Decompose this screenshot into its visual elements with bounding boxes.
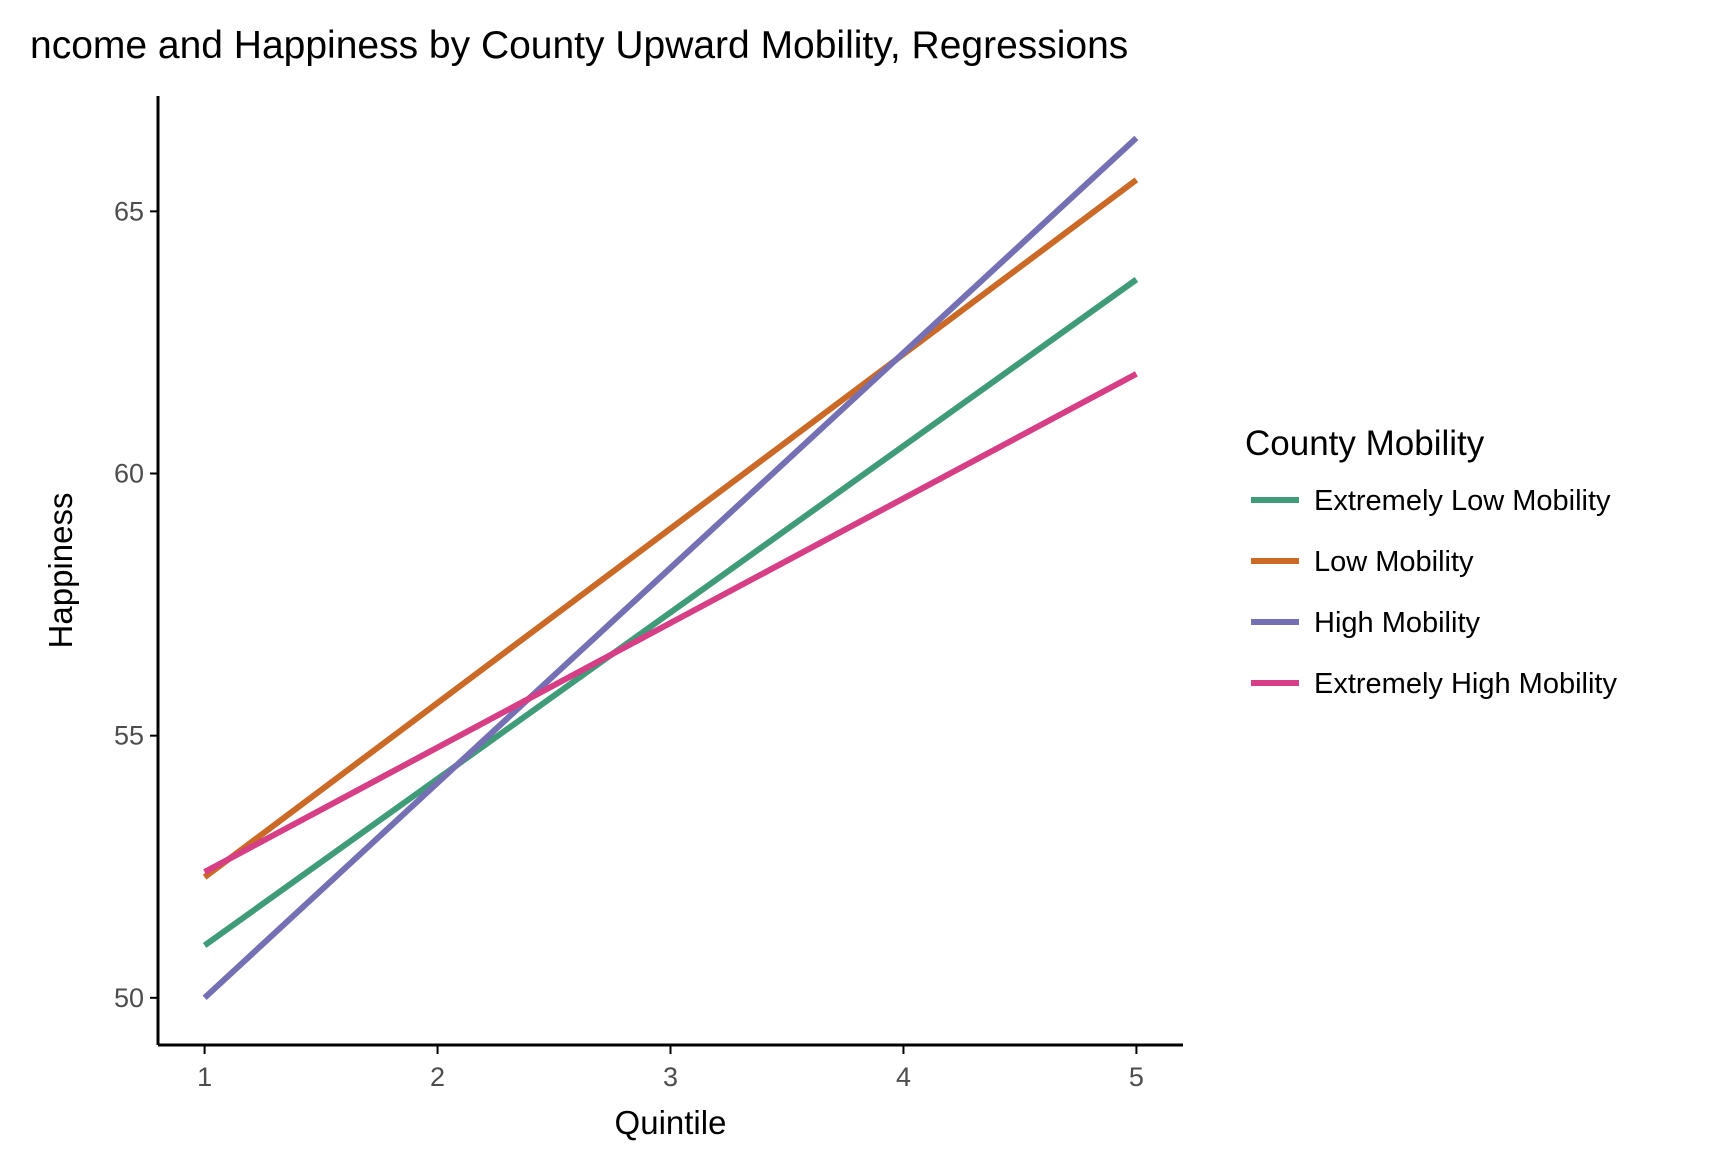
y-tick-label: 60 [114,459,144,489]
y-tick-label: 65 [114,196,144,226]
x-axis-ticks: 1 2 3 4 5 [197,1045,1144,1092]
y-axis-ticks: 50 55 60 65 [114,196,158,1013]
legend-label: Extremely High Mobility [1314,668,1617,700]
series-line [202,277,1139,948]
x-tick-label: 2 [430,1062,445,1092]
series-line [202,177,1139,880]
series-line [202,135,1139,1001]
y-tick-label: 50 [114,983,144,1013]
x-tick-label: 4 [896,1062,911,1092]
x-tick-label: 5 [1129,1062,1144,1092]
legend-title: County Mobility [1245,424,1485,463]
y-axis-title: Happiness [42,493,79,649]
legend-label: Low Mobility [1314,546,1474,578]
y-tick-label: 55 [114,721,144,751]
x-tick-label: 1 [197,1062,212,1092]
x-axis-title: Quintile [615,1104,727,1141]
chart-title: ncome and Happiness by County Upward Mob… [30,24,1128,67]
series-line [203,371,1138,875]
legend-label: High Mobility [1314,607,1480,639]
legend: County Mobility Extremely Low Mobility Lo… [1245,424,1617,700]
legend-items: Extremely Low Mobility Low Mobility High M… [1251,485,1617,700]
x-tick-label: 3 [663,1062,678,1092]
plot-area [202,135,1139,1001]
legend-label: Extremely Low Mobility [1314,485,1611,517]
